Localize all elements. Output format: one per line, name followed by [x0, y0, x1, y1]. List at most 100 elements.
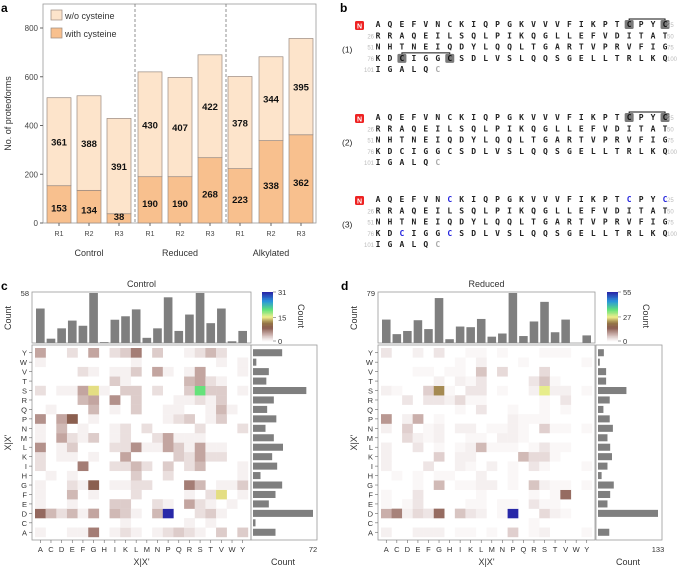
heatmap-cell-Y-K: [465, 348, 477, 358]
residue: C: [447, 113, 452, 122]
heatmap-cell-F-R: [184, 489, 195, 500]
colorbar-segment: [607, 310, 618, 312]
heatmap-cell-P-D: [56, 414, 68, 424]
group-label: Control: [74, 248, 103, 258]
bar-without-cysteine: [288, 38, 314, 136]
heatmap-cell-S-G: [88, 385, 100, 396]
residue-end-number: 75: [667, 139, 674, 145]
residue: G: [663, 43, 668, 52]
residue-start-number: 101: [364, 243, 375, 249]
heatmap-cell-M-N: [152, 433, 163, 443]
x-tick-label: K: [123, 545, 128, 554]
heatmap-cell-S-F: [77, 385, 89, 396]
heatmap-cell-F-V: [216, 489, 227, 500]
residue: E: [400, 20, 405, 29]
heatmap-cell-R-Q: [173, 395, 185, 405]
heatmap-cell-L-N: [152, 442, 163, 453]
residue: G: [423, 229, 428, 238]
heatmap-cell-F-T: [205, 489, 217, 500]
y-tick-label: W: [366, 358, 374, 367]
heatmap-cell-R-I: [454, 395, 466, 405]
y-axis-label: No. of proteoforms: [3, 76, 13, 151]
colorbar-segment: [607, 309, 618, 311]
residue: V: [591, 43, 596, 52]
residue: Q: [447, 43, 452, 52]
colorbar-segment: [262, 293, 273, 295]
residue: T: [400, 43, 405, 52]
residue: S: [555, 229, 560, 238]
heatmap-cell-E-E: [412, 499, 424, 509]
heatmap-cell-M-G: [88, 433, 100, 443]
residue: G: [543, 136, 548, 145]
residue: V: [495, 229, 500, 238]
residue: L: [555, 124, 560, 133]
colorbar-tick-label: 0: [278, 337, 282, 346]
residue: D: [459, 218, 464, 227]
heatmap-cell-A-Y: [581, 527, 593, 538]
residue: G: [567, 229, 572, 238]
residue: T: [615, 20, 620, 29]
right-marginal-bar: [253, 481, 283, 489]
heatmap-cell-M-G: [433, 433, 445, 443]
top-marginal-bar: [153, 328, 162, 343]
heatmap-cell-K-I: [454, 451, 466, 462]
heatmap-cell-S-V: [560, 385, 572, 396]
residue-start-number: 51: [367, 139, 374, 145]
residue: F: [411, 195, 416, 204]
residue: Q: [411, 31, 416, 40]
heatmap-cell-A-R: [184, 527, 195, 538]
heatmap-cell-T-S: [194, 376, 206, 386]
residue: T: [531, 218, 536, 227]
residue-end-number: 25: [667, 23, 674, 29]
top-marginal-bar: [131, 309, 141, 343]
colorbar-tick-label: 55: [623, 288, 631, 297]
colorbar-segment: [607, 304, 618, 306]
x-tick-label: R3: [206, 231, 215, 238]
heatmap-cell-K-V: [216, 451, 227, 462]
residue: G: [567, 54, 572, 63]
y-tick-label: R: [22, 396, 28, 405]
top-marginal-max-label: 58: [21, 289, 29, 298]
top-marginal-bar: [466, 327, 475, 343]
residue: K: [459, 195, 464, 204]
colorbar-segment: [262, 309, 273, 311]
colorbar-segment: [262, 336, 273, 338]
heatmap-cell-T-K: [120, 376, 132, 386]
heatmap-cell-G-T: [549, 480, 561, 490]
colorbar-segment: [262, 292, 273, 294]
data-label-with-cysteine: 362: [293, 178, 309, 189]
colorbar-segment: [262, 320, 273, 322]
residue: Q: [531, 124, 536, 133]
x-tick-label: N: [500, 545, 505, 554]
residue: I: [411, 54, 416, 63]
heatmap-cell-N-P: [507, 423, 519, 434]
residue: K: [519, 206, 524, 215]
heatmap-cell-H-L: [475, 470, 487, 481]
heatmap-cell-L-L: [130, 442, 142, 453]
heatmap-cell-N-I: [109, 423, 121, 434]
heatmap-cell-G-E: [66, 480, 78, 490]
residue: I: [651, 43, 656, 52]
residue: Q: [507, 136, 512, 145]
heatmap-cell-N-Q: [518, 423, 529, 434]
heatmap-cell-S-N: [152, 385, 163, 396]
residue: I: [471, 113, 476, 122]
heatmap-cell-E-P: [507, 499, 519, 509]
residue: S: [507, 229, 512, 238]
top-marginal-bar: [185, 314, 194, 343]
heatmap-cell-Y-A: [381, 348, 392, 358]
y-tick-label: N: [368, 424, 373, 433]
residue: K: [591, 20, 596, 29]
heatmap-cell-T-T: [549, 376, 561, 386]
residue-end-number: 75: [667, 221, 674, 227]
residue: L: [603, 229, 608, 238]
x-tick-label: T: [208, 545, 213, 554]
disulfide-cysteine-box: [445, 53, 455, 63]
residue: L: [555, 206, 560, 215]
heatmap-cell-V-K: [120, 366, 132, 377]
colorbar-segment: [607, 338, 618, 341]
heatmap-cell-N-S: [194, 423, 206, 434]
heatmap-cell-Q-W: [226, 404, 238, 415]
